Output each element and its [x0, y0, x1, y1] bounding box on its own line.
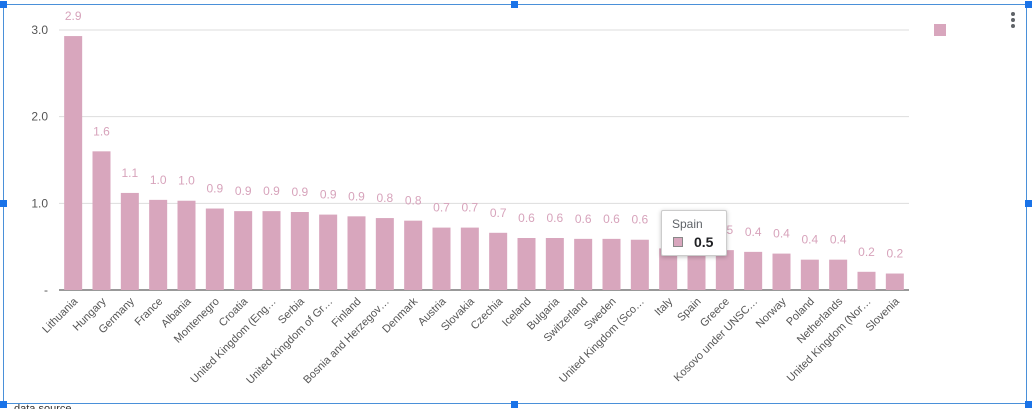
bar[interactable]: [602, 238, 621, 290]
bar[interactable]: [630, 239, 649, 290]
bar[interactable]: [234, 211, 253, 290]
data-label: 0.9: [263, 184, 280, 198]
data-label: 0.6: [546, 211, 563, 225]
y-tick-label: 3.0: [31, 23, 48, 37]
resize-handle-top-left[interactable]: [0, 1, 7, 8]
resize-handle-left[interactable]: [0, 200, 7, 207]
bar[interactable]: [687, 246, 706, 290]
bar[interactable]: [375, 218, 394, 290]
data-label: 0.4: [830, 233, 847, 247]
data-label: 0.9: [235, 184, 252, 198]
data-label: 0.7: [490, 206, 507, 220]
bar[interactable]: [347, 216, 366, 290]
data-label: 0.7: [433, 201, 450, 215]
data-label: 0.7: [461, 201, 478, 215]
data-label: 0.6: [631, 213, 648, 227]
bar[interactable]: [489, 232, 508, 290]
data-label: 0.9: [320, 188, 337, 202]
bar[interactable]: [574, 238, 593, 290]
resize-handle-bottom-left[interactable]: [0, 401, 7, 408]
data-label: 0.8: [376, 191, 393, 205]
data-label: 0.8: [405, 194, 422, 208]
legend-swatch[interactable]: [934, 24, 946, 36]
data-label: 0.4: [773, 227, 790, 241]
x-tick-label: Italy: [653, 295, 676, 318]
bar[interactable]: [177, 200, 196, 290]
data-label: 0.6: [575, 212, 592, 226]
more-vert-icon[interactable]: [1010, 12, 1016, 30]
resize-handle-top[interactable]: [511, 1, 518, 8]
data-label: 0.4: [745, 225, 762, 239]
resize-handle-top-right[interactable]: [1025, 1, 1032, 8]
bar[interactable]: [262, 211, 281, 290]
bar[interactable]: [404, 220, 423, 290]
bar[interactable]: [149, 199, 168, 290]
bar[interactable]: [319, 214, 338, 290]
bar[interactable]: [744, 251, 763, 290]
y-tick-label: 1.0: [31, 196, 48, 210]
bar[interactable]: [120, 192, 139, 290]
data-label: 0.9: [348, 189, 365, 203]
bar[interactable]: [885, 273, 904, 290]
tooltip-category: Spain: [672, 217, 703, 231]
data-label: 2.9: [65, 9, 82, 23]
bar[interactable]: [772, 253, 791, 290]
bar[interactable]: [659, 248, 678, 290]
bar[interactable]: [857, 271, 876, 290]
bar[interactable]: [545, 238, 564, 290]
bar[interactable]: [460, 227, 479, 290]
bar[interactable]: [432, 227, 451, 290]
bar[interactable]: [290, 212, 309, 290]
data-label: 1.0: [150, 173, 167, 187]
data-label: 1.0: [178, 174, 195, 188]
bar[interactable]: [64, 36, 83, 290]
resize-handle-bottom[interactable]: [511, 401, 518, 408]
y-tick-label: 2.0: [31, 110, 48, 124]
data-label: 0.9: [291, 185, 308, 199]
resize-handle-right[interactable]: [1025, 200, 1032, 207]
x-tick-label: Czechia: [469, 295, 506, 332]
bar[interactable]: [715, 250, 734, 290]
bar[interactable]: [800, 259, 819, 290]
data-label: 0.2: [858, 245, 875, 259]
x-tick-label: Norway: [754, 295, 789, 330]
bar[interactable]: [517, 238, 536, 290]
footer-text: data source: [14, 403, 72, 409]
data-label: 0.6: [603, 212, 620, 226]
data-label: 0.4: [801, 233, 818, 247]
chart-tooltip: Spain 0.5: [661, 210, 727, 256]
bar[interactable]: [92, 151, 111, 290]
bar[interactable]: [829, 259, 848, 290]
data-label: 1.1: [121, 166, 138, 180]
resize-handle-bottom-right[interactable]: [1025, 401, 1032, 408]
data-label: 0.6: [518, 211, 535, 225]
data-label: 0.9: [206, 182, 223, 196]
bar[interactable]: [205, 208, 224, 290]
data-label: 1.6: [93, 124, 110, 138]
tooltip-swatch: [673, 237, 683, 247]
tooltip-value: 0.5: [694, 234, 714, 250]
data-label: 0.2: [886, 247, 903, 261]
y-tick-label: -: [44, 283, 48, 297]
